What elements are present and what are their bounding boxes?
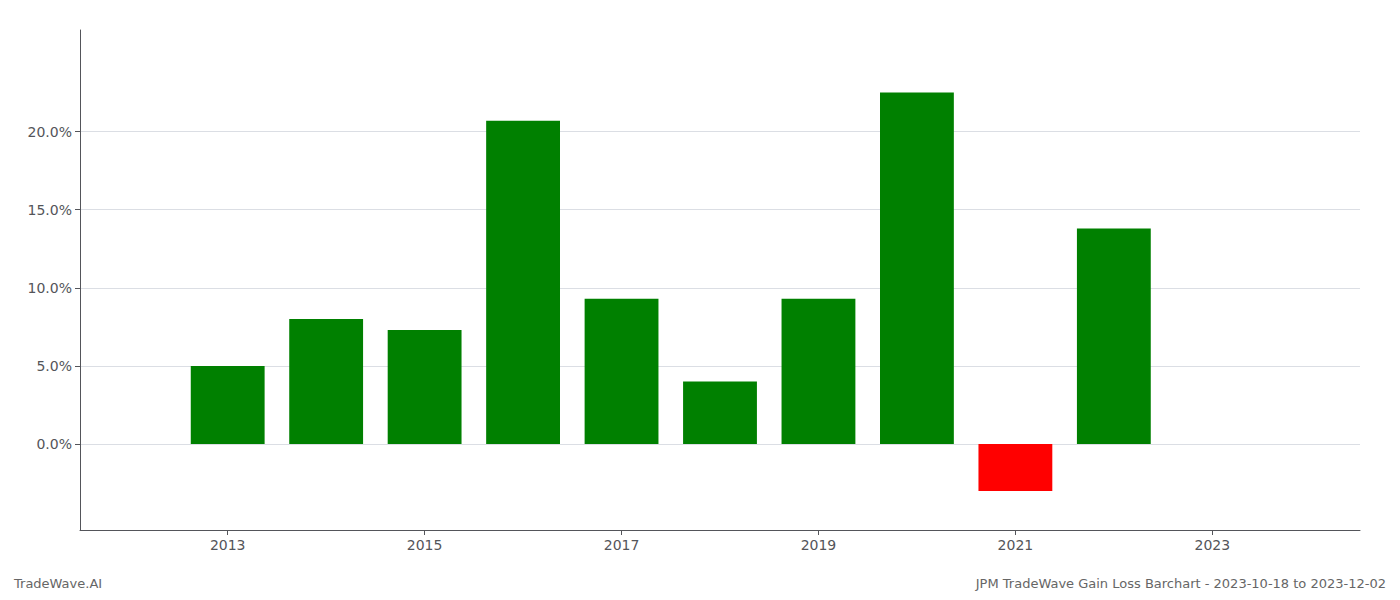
svg-text:20.0%: 20.0% (28, 124, 72, 140)
svg-text:TradeWave.AI: TradeWave.AI (13, 576, 102, 591)
svg-text:JPM TradeWave Gain Loss Barcha: JPM TradeWave Gain Loss Barchart - 2023-… (975, 576, 1386, 591)
svg-text:5.0%: 5.0% (36, 358, 72, 374)
svg-text:2013: 2013 (210, 537, 246, 553)
svg-text:2019: 2019 (801, 537, 837, 553)
svg-text:15.0%: 15.0% (28, 202, 72, 218)
svg-text:0.0%: 0.0% (36, 436, 72, 452)
svg-text:2021: 2021 (998, 537, 1034, 553)
svg-text:2017: 2017 (604, 537, 640, 553)
svg-text:2015: 2015 (407, 537, 443, 553)
svg-text:10.0%: 10.0% (28, 280, 72, 296)
svg-text:2023: 2023 (1194, 537, 1230, 553)
